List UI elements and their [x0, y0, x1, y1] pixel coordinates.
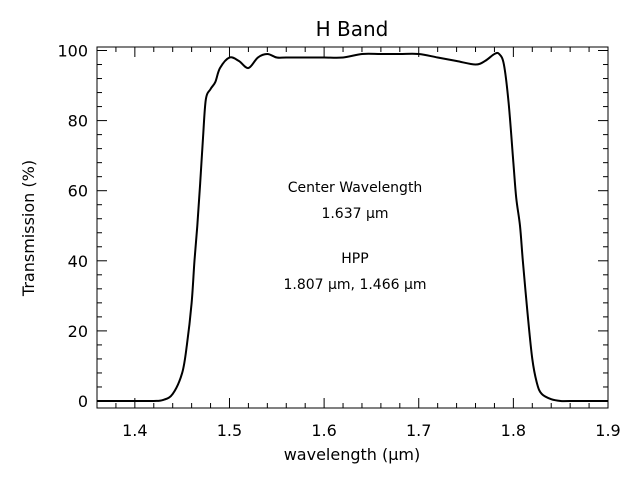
tick-labels-layer: 1.4 1.5 1.6 1.7 1.8 1.9 0 20 40 60 80 100: [57, 42, 620, 440]
plot-frame: [96, 46, 609, 409]
y-tick-label: 40: [68, 252, 88, 271]
x-tick-label: 1.9: [595, 421, 620, 440]
y-tick-label: 0: [78, 392, 88, 411]
x-tick-label: 1.8: [501, 421, 526, 440]
annotation-center-wavelength-value: 1.637 μm: [321, 206, 388, 222]
x-axis-label: wavelength (μm): [284, 445, 421, 464]
annotation-hpp-label: HPP: [341, 251, 368, 267]
transmission-curve: [97, 51, 608, 403]
y-tick-label: 100: [57, 42, 88, 61]
ticks-layer: [96, 47, 609, 408]
y-tick-label: 60: [68, 182, 88, 201]
axes-box: [96, 46, 609, 409]
x-tick-label: 1.4: [122, 421, 147, 440]
chart-title: H Band: [316, 17, 389, 41]
annotation-hpp-value: 1.807 μm, 1.466 μm: [283, 277, 426, 293]
x-tick-label: 1.6: [311, 421, 336, 440]
y-axis-label: Transmission (%): [19, 160, 38, 297]
x-tick-label: 1.5: [217, 421, 242, 440]
x-tick-label: 1.7: [406, 421, 431, 440]
y-tick-label: 80: [68, 112, 88, 131]
annotation-center-wavelength-label: Center Wavelength: [288, 180, 423, 196]
y-tick-label: 20: [68, 322, 88, 341]
